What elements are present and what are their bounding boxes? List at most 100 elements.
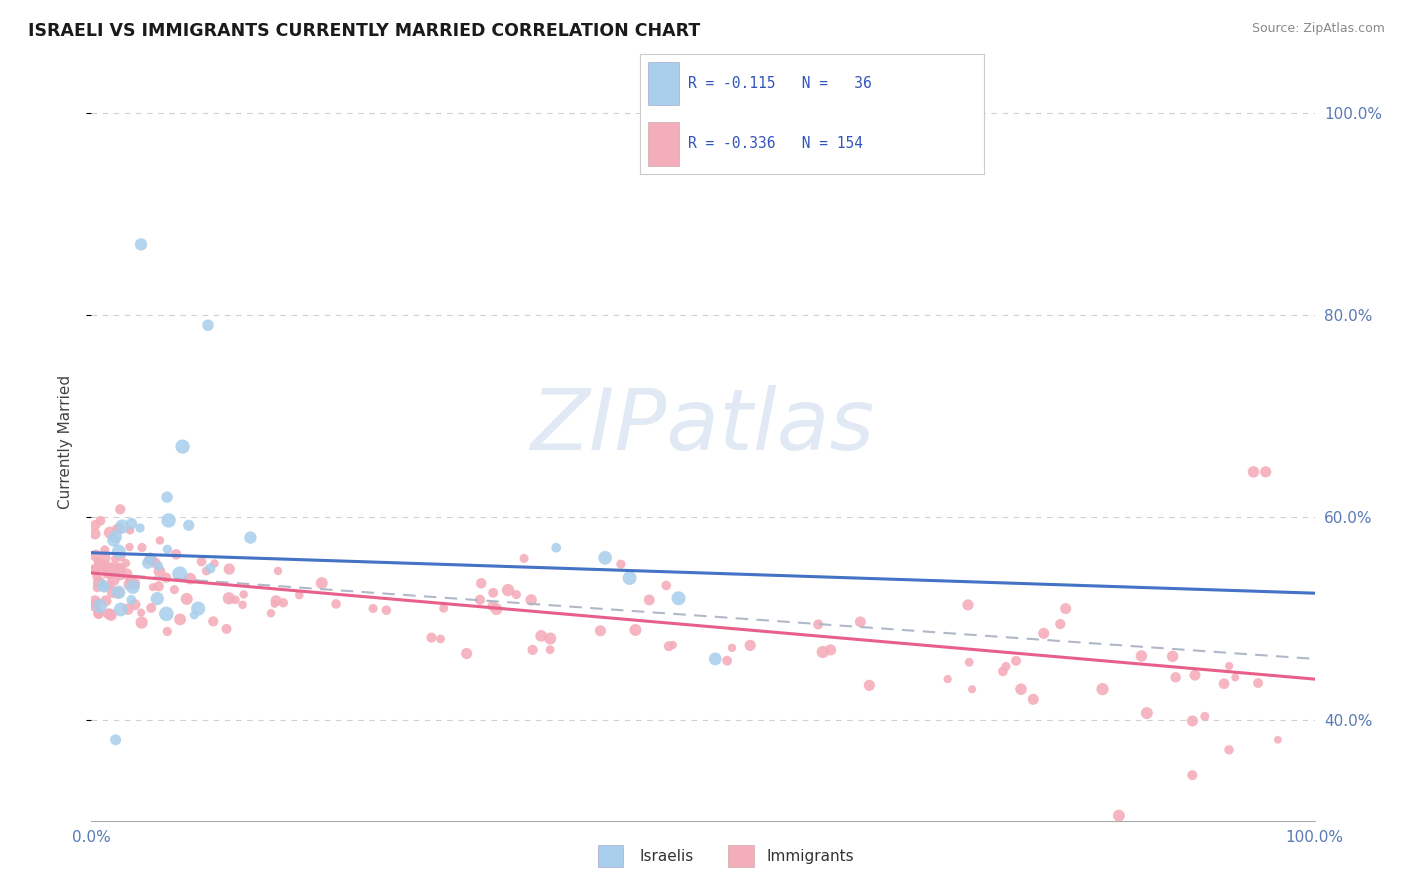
Point [375, 603, 398, 617]
Point [146, 591, 169, 606]
Bar [648, 122, 679, 166]
Point [148, 579, 170, 593]
Point [141, 552, 163, 566]
Point [485, 602, 508, 616]
Point [104, 732, 127, 747]
Point [155, 571, 177, 585]
Point [142, 580, 165, 594]
Point [1032, 626, 1054, 640]
Point [1022, 692, 1045, 706]
Point [624, 623, 647, 637]
Point [90, 559, 112, 574]
Point [807, 617, 830, 632]
Point [148, 565, 170, 579]
Point [361, 601, 384, 615]
Bar [648, 62, 679, 105]
Point [957, 655, 980, 669]
Point [129, 521, 152, 535]
Point [1184, 668, 1206, 682]
Point [100, 559, 122, 574]
Point [96, 565, 118, 579]
Point [107, 585, 129, 599]
Point [721, 640, 744, 655]
Point [179, 572, 201, 586]
Point [87, 607, 110, 621]
Text: R = -0.336   N = 154: R = -0.336 N = 154 [688, 136, 863, 151]
Point [103, 573, 125, 587]
Point [136, 556, 159, 570]
Point [104, 552, 127, 566]
Point [96, 563, 118, 577]
Point [716, 654, 738, 668]
Point [593, 550, 616, 565]
Point [994, 659, 1017, 673]
Point [121, 580, 143, 594]
Point [156, 624, 179, 639]
Point [849, 615, 872, 629]
Point [1181, 714, 1204, 728]
Point [638, 593, 661, 607]
Text: Israelis: Israelis [640, 849, 695, 863]
Point [232, 598, 254, 612]
Point [481, 599, 503, 613]
Point [110, 602, 132, 616]
Point [1225, 670, 1247, 684]
Point [143, 556, 166, 570]
Point [103, 533, 125, 547]
Point [120, 516, 142, 531]
Point [1005, 654, 1028, 668]
Point [118, 523, 141, 537]
Point [538, 632, 561, 646]
Point [129, 606, 152, 620]
Point [107, 565, 129, 579]
Point [100, 608, 122, 623]
Point [84, 599, 107, 613]
Point [215, 622, 238, 636]
Point [101, 585, 124, 599]
Point [260, 606, 283, 620]
Point [267, 564, 290, 578]
Point [1054, 601, 1077, 615]
Point [187, 601, 209, 615]
Point [115, 566, 138, 581]
Point [202, 615, 225, 629]
Point [120, 573, 142, 587]
Point [1218, 659, 1240, 673]
Point [197, 318, 219, 333]
Point [1194, 709, 1216, 723]
Point [87, 607, 110, 621]
Point [165, 547, 187, 561]
Point [273, 596, 295, 610]
Point [91, 578, 114, 592]
Point [177, 518, 200, 533]
Point [118, 577, 141, 591]
Point [546, 541, 568, 555]
Point [956, 598, 979, 612]
Point [156, 542, 179, 557]
Point [658, 639, 681, 653]
Point [87, 555, 110, 569]
Point [496, 583, 519, 598]
Point [1108, 808, 1130, 822]
Point [87, 575, 110, 590]
Point [740, 639, 762, 653]
Text: ZIPatlas: ZIPatlas [531, 384, 875, 468]
Point [110, 569, 132, 583]
Point [811, 645, 834, 659]
Point [96, 558, 118, 572]
Point [960, 682, 983, 697]
Point [108, 563, 131, 577]
Point [94, 550, 117, 565]
Point [108, 544, 131, 558]
Point [120, 592, 142, 607]
Point [1254, 465, 1277, 479]
Point [103, 560, 125, 574]
Point [108, 522, 131, 536]
Point [662, 638, 685, 652]
Point [530, 629, 553, 643]
Point [470, 576, 492, 591]
Point [157, 513, 180, 527]
Point [98, 578, 121, 592]
Point [84, 594, 107, 608]
Point [97, 607, 120, 621]
